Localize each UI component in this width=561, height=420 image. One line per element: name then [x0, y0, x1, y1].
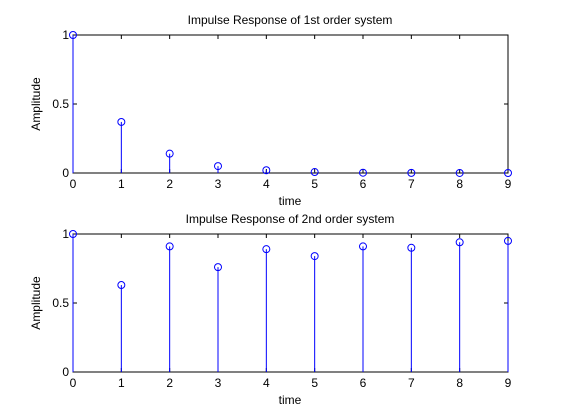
stem-marker — [455, 238, 464, 247]
y-tick-label: 1 — [62, 28, 69, 42]
x-tick-label: 3 — [215, 376, 222, 390]
stem-marker — [504, 168, 512, 177]
stem-marker — [117, 281, 126, 290]
stem-marker — [359, 168, 367, 177]
x-tick-label: 9 — [505, 177, 512, 191]
subplot-2-xlabel: time — [279, 393, 302, 407]
stem-marker — [117, 117, 126, 126]
stem-marker — [69, 230, 77, 238]
stem-marker — [69, 31, 77, 39]
stem-marker — [455, 168, 464, 177]
stem-marker — [310, 168, 319, 177]
x-tick-label: 0 — [70, 177, 77, 191]
y-tick-label: 1 — [62, 227, 69, 241]
x-tick-label: 0 — [70, 376, 77, 390]
x-tick-label: 7 — [408, 177, 415, 191]
y-tick-label: 0 — [62, 365, 69, 379]
x-tick-label: 1 — [118, 177, 125, 191]
stem-marker — [407, 168, 416, 177]
stem-marker — [504, 236, 512, 245]
subplot-1-axes-box — [72, 34, 509, 174]
subplot-2: Impulse Response of 2nd order system 0 1 2… — [29, 212, 512, 407]
x-tick-label: 9 — [505, 376, 512, 390]
x-tick-label: 4 — [263, 376, 270, 390]
y-tick-label: 0.5 — [52, 296, 69, 310]
x-tick-label: 7 — [408, 376, 415, 390]
stem-marker — [359, 242, 367, 251]
x-tick-label: 3 — [215, 177, 222, 191]
y-tick-label: 0 — [62, 166, 69, 180]
x-tick-label: 8 — [456, 177, 463, 191]
subplot-1-stems — [69, 31, 512, 177]
stem-marker — [214, 162, 222, 171]
subplot-1-ticks: 0 1 2 3 4 5 6 7 8 9 0 0.5 1 — [52, 28, 511, 191]
x-tick-label: 8 — [456, 376, 463, 390]
y-tick-label: 0.5 — [52, 97, 69, 111]
x-tick-label: 4 — [263, 177, 270, 191]
subplot-2-axes-box — [72, 233, 509, 373]
x-tick-label: 5 — [311, 177, 318, 191]
subplot-1: Impulse Response of 1st order system 0 1 2… — [29, 13, 512, 208]
x-tick-label: 1 — [118, 376, 125, 390]
x-tick-label: 2 — [166, 376, 173, 390]
x-tick-label: 6 — [360, 177, 367, 191]
stem-marker — [214, 263, 222, 272]
subplot-2-stems — [69, 230, 512, 372]
x-tick-label: 6 — [360, 376, 367, 390]
subplot-1-title: Impulse Response of 1st order system — [188, 13, 393, 27]
x-tick-label: 2 — [166, 177, 173, 191]
subplot-2-ylabel: Amplitude — [29, 276, 43, 330]
subplot-2-title: Impulse Response of 2nd order system — [186, 212, 395, 226]
stem-marker — [165, 149, 174, 158]
x-tick-label: 5 — [311, 376, 318, 390]
stem-marker — [262, 245, 271, 254]
subplot-1-xlabel: time — [279, 194, 302, 208]
subplot-1-ylabel: Amplitude — [29, 77, 43, 131]
stem-marker — [310, 252, 319, 261]
stem-marker — [165, 242, 174, 251]
stem-marker — [262, 166, 271, 175]
stem-marker — [407, 243, 416, 252]
